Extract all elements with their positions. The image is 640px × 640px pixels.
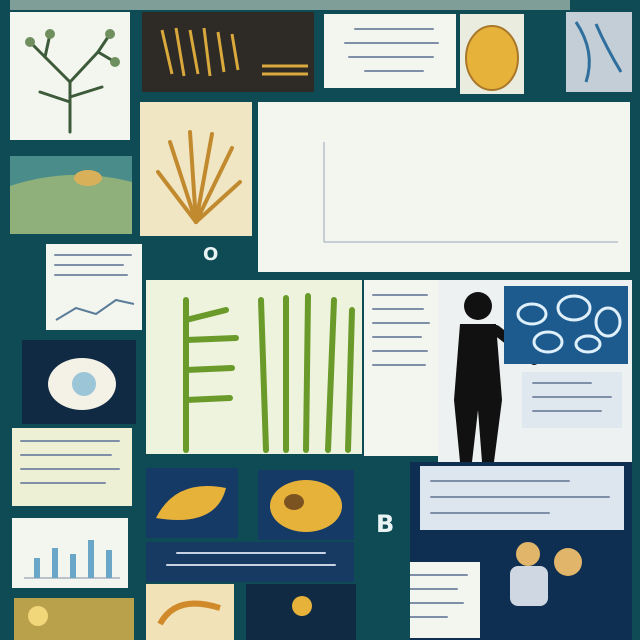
mid-left-glyph: O: [203, 244, 219, 265]
yellow-specimen-panel: [460, 14, 524, 94]
blue-sketch-panel: [566, 12, 632, 92]
cell-shapes: [516, 294, 622, 354]
bar-chart: [323, 142, 618, 243]
coin-image: [292, 596, 312, 616]
ring-image: [48, 358, 116, 410]
researcher-figure: [510, 542, 582, 606]
blue-branch-image: [574, 21, 623, 83]
presenter-panel: [438, 280, 632, 462]
yellow-oval-image: [465, 25, 519, 91]
text-card-top: [324, 14, 456, 88]
yellow-fossil-panel-left: [146, 468, 238, 538]
letter-b-glyph: B: [376, 510, 395, 538]
monitor-screen: [420, 466, 624, 530]
bottom-photo-image: [28, 606, 48, 626]
lab-monitor-panel: [410, 462, 632, 640]
navy-text-banner: [146, 542, 354, 582]
coral-specimen-panel: [140, 102, 252, 236]
lab-text-card: [410, 562, 480, 638]
fiber-texture-image: [160, 27, 308, 77]
yellow-fossil-panel-right: [258, 470, 354, 540]
ring-specimen-panel: [22, 340, 136, 424]
green-plant-panel: [146, 280, 362, 454]
dark-coin-panel: [246, 584, 356, 640]
chart-panel: [258, 102, 630, 272]
coral-illustration: [156, 130, 242, 224]
top-title-strip: [10, 0, 570, 10]
yellow-fossil-image: [156, 486, 226, 520]
landscape-image: [10, 170, 132, 234]
tree-illustration: [25, 29, 120, 134]
orange-specimen-panel: [146, 584, 234, 640]
bottom-left-photo: [14, 598, 134, 640]
mini-line-graph: [55, 298, 135, 321]
handwritten-table-card: [12, 428, 132, 506]
small-chart-card: [522, 372, 622, 428]
fiber-texture-panel: [142, 12, 314, 92]
blue-cells-screen: [504, 286, 628, 364]
orange-specimen-image: [157, 600, 221, 626]
yellow-egg-image: [270, 480, 342, 532]
mini-bar-graph-card: [12, 518, 128, 588]
fern-illustration: [183, 293, 355, 453]
notes-graph-card: [46, 244, 142, 330]
text-notes-card: [364, 280, 438, 456]
mini-bar-graph: [24, 540, 120, 579]
landscape-panel: [10, 156, 132, 234]
tree-sketch-panel: [10, 12, 130, 140]
